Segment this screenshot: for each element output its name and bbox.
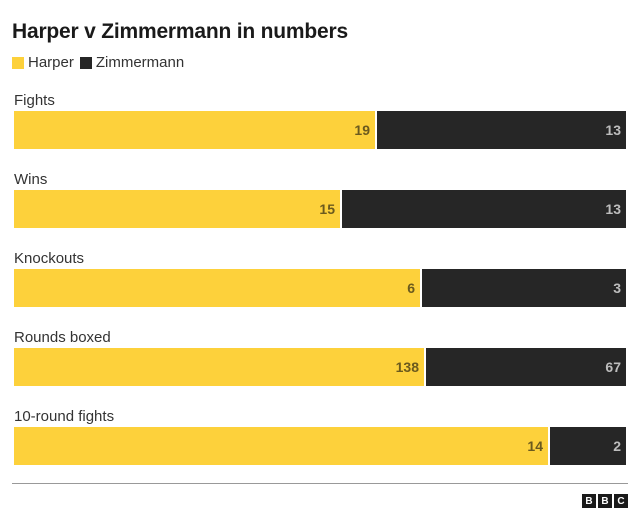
value-label-harper: 14 [527,438,543,454]
bar-zimmermann: 3 [422,269,626,307]
value-label-zimmermann: 13 [605,201,621,217]
legend-item-harper: Harper [12,54,74,71]
value-label-harper: 6 [407,280,415,296]
category-label: Knockouts [14,250,85,267]
value-label-harper: 15 [319,201,335,217]
value-label-zimmermann: 3 [613,280,621,296]
footer-divider [12,483,628,484]
bar-track: 19 13 [14,111,626,149]
legend-item-zimmermann: Zimmermann [79,54,185,71]
bar-zimmermann: 2 [550,427,626,465]
category-label: Wins [14,171,48,188]
bar-row: 10-round fights 14 2 [14,408,626,487]
value-label-zimmermann: 67 [605,359,621,375]
bar-track: 138 67 [14,348,626,386]
bar-zimmermann: 13 [342,190,626,228]
logo-letter: B [598,494,612,508]
value-label-zimmermann: 13 [605,122,621,138]
bar-harper: 19 [14,111,377,149]
logo-letter: B [582,494,596,508]
legend-label-harper: Harper [28,54,74,71]
legend-swatch-zimmermann [79,56,92,69]
bar-row: Knockouts 6 3 [14,250,626,329]
legend-swatch-harper [12,56,24,69]
bar-rows: Fights 19 13 Wins 15 13 Knockouts 6 3 Rounds boxe… [14,92,626,487]
value-label-harper: 138 [395,359,419,375]
bar-track: 15 13 [14,190,626,228]
bar-row: Wins 15 13 [14,171,626,250]
bar-row: Rounds boxed 138 67 [14,329,626,408]
value-label-harper: 19 [354,122,370,138]
bar-harper: 138 [14,348,426,386]
legend-label-zimmermann: Zimmermann [95,54,185,71]
logo-letter: C [614,494,628,508]
value-label-zimmermann: 2 [613,438,621,454]
category-label: Fights [14,92,55,109]
bar-harper: 14 [14,427,550,465]
bar-track: 14 2 [14,427,626,465]
bbc-logo: B B C [580,494,628,508]
bar-zimmermann: 13 [377,111,626,149]
legend: Harper Zimmermann [12,54,190,71]
bar-zimmermann: 67 [426,348,626,386]
chart-title: Harper v Zimmermann in numbers [12,20,348,43]
bar-harper: 6 [14,269,422,307]
bar-row: Fights 19 13 [14,92,626,171]
category-label: Rounds boxed [14,329,111,346]
category-label: 10-round fights [14,408,115,425]
bar-harper: 15 [14,190,342,228]
